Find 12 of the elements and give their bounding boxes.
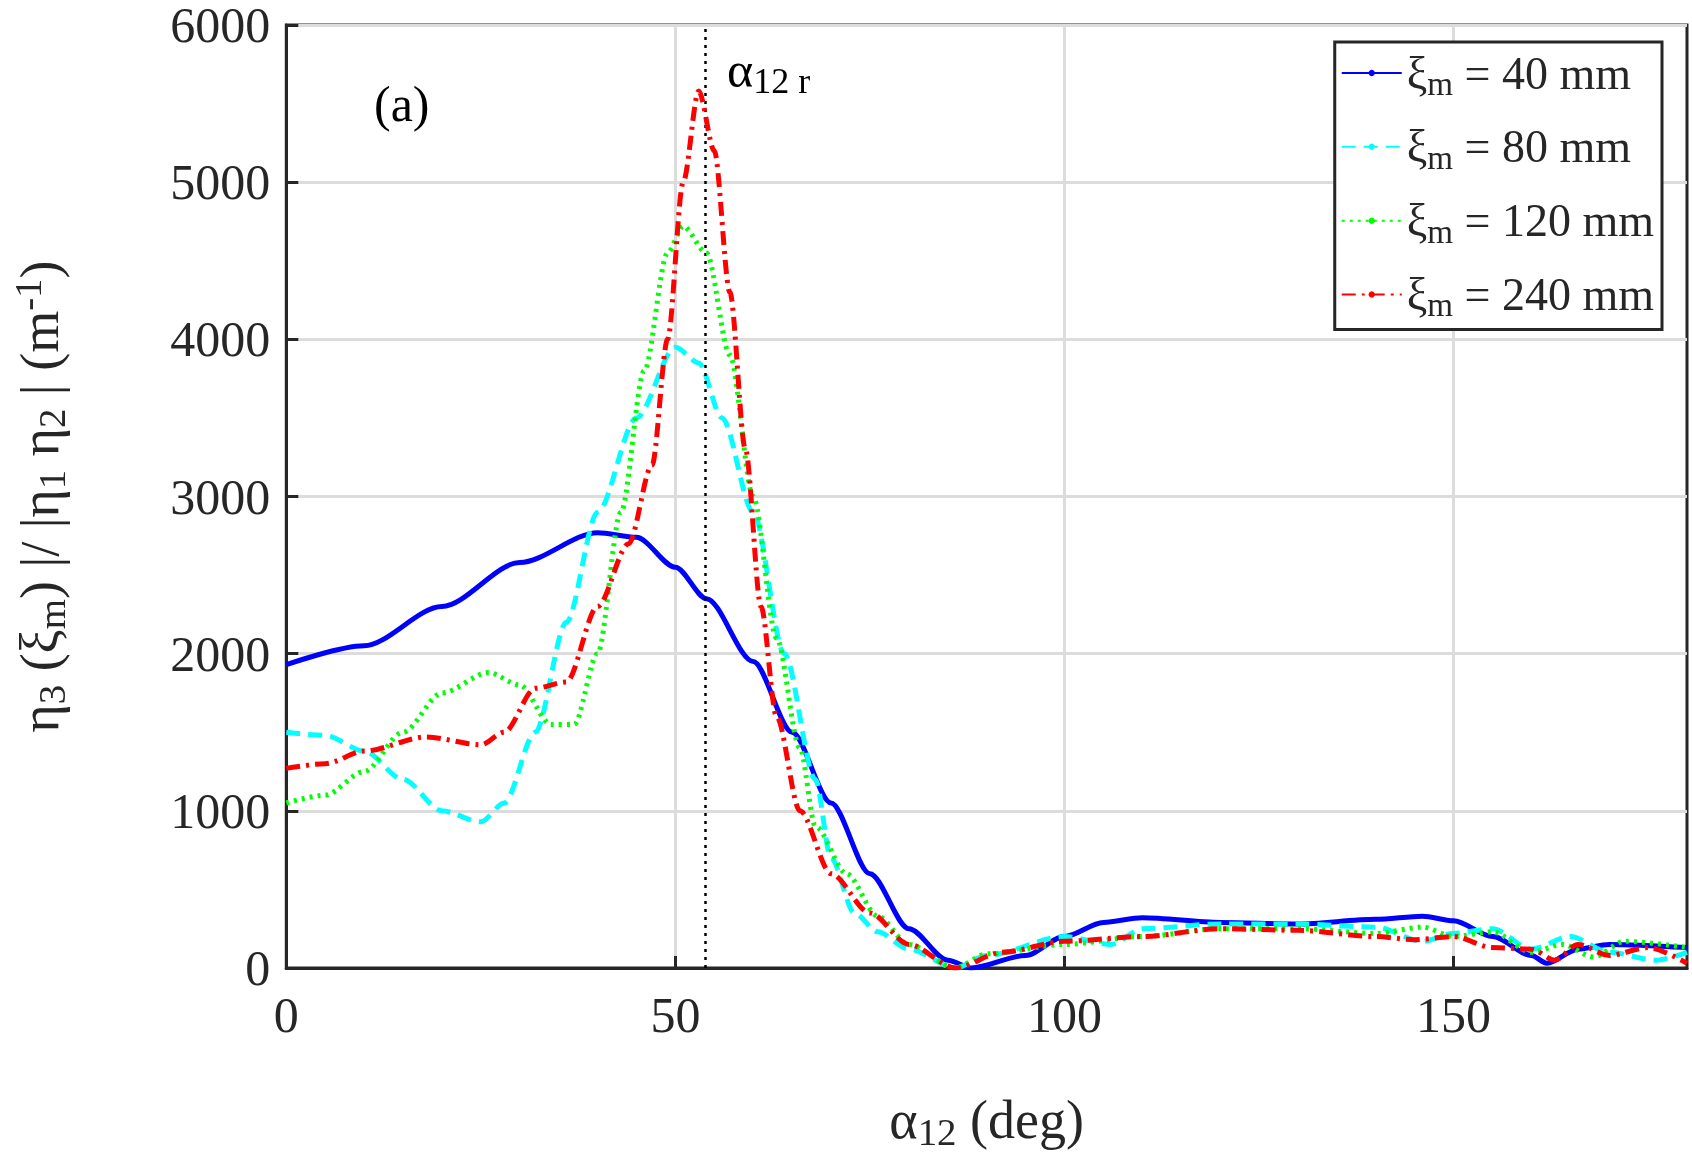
y-tick-label: 1000 xyxy=(170,782,271,839)
y-tick-label: 3000 xyxy=(170,468,271,525)
x-tick-label: 150 xyxy=(1416,987,1492,1043)
y-tick-label: 5000 xyxy=(170,154,271,211)
annotation: (a) xyxy=(374,76,430,132)
x-tick-label: 100 xyxy=(1026,987,1102,1043)
text: η3 (ξm) |/ |η1 η2 | (m-1) xyxy=(6,260,74,733)
y-tick-label: 6000 xyxy=(170,0,271,53)
y-tick-label: 2000 xyxy=(170,625,271,682)
y-tick-label: 4000 xyxy=(170,311,271,368)
x-tick-label: 50 xyxy=(650,987,701,1043)
y-tick-label: 0 xyxy=(245,940,271,996)
